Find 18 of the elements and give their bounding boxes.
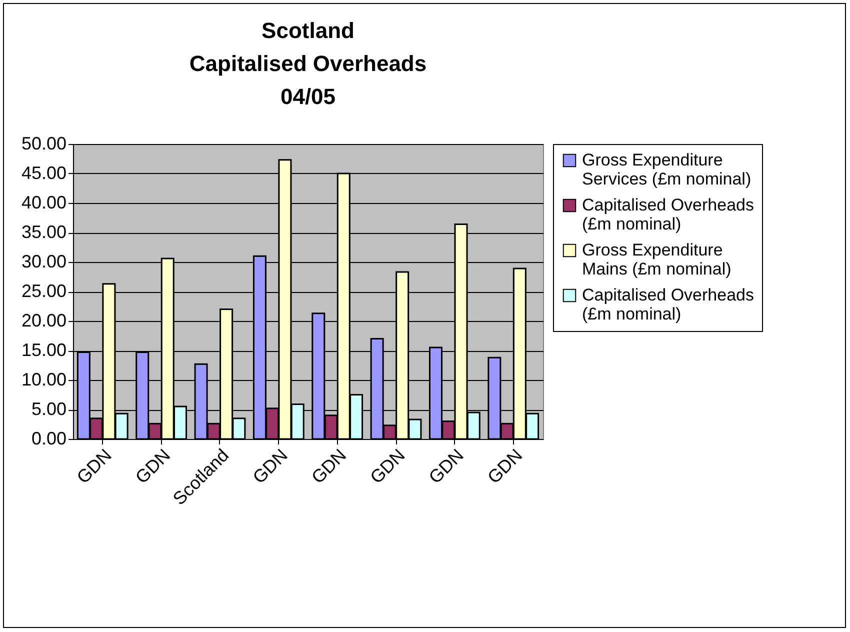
y-tick-label: 25.00 (21, 281, 66, 301)
legend-label: Gross Expenditure Mains (£m nominal) (582, 240, 732, 278)
y-tick-label: 20.00 (21, 310, 66, 330)
y-tick-label: 15.00 (21, 340, 66, 360)
y-tick-label: 35.00 (21, 222, 66, 242)
text: Scotland (262, 18, 354, 43)
y-tick-label: 30.00 (21, 252, 66, 272)
text: 04/05 (280, 84, 336, 109)
y-tick-label: 50.00 (21, 134, 66, 154)
legend-label: Gross Expenditure Services (£m nominal) (582, 150, 752, 188)
y-tick-label: 5.00 (31, 399, 66, 419)
y-tick-label: 0.00 (31, 428, 66, 448)
y-tick-label: 45.00 (21, 163, 66, 183)
y-tick-label: 10.00 (21, 370, 66, 390)
text: Capitalised Overheads (189, 51, 427, 76)
y-tick-label: 40.00 (21, 192, 66, 212)
legend-label: Capitalised Overheads (£m nominal) (582, 286, 754, 324)
legend-label: Capitalised Overheads (£m nominal) (582, 196, 754, 234)
